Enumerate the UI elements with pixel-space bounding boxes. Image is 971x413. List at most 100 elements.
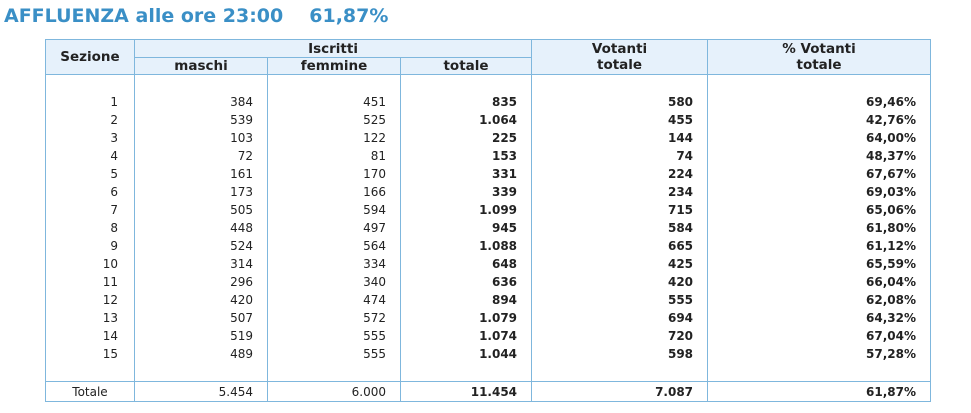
cell-femmine: 474 xyxy=(267,291,401,309)
col-header-totale: totale xyxy=(399,57,533,75)
table-header: Sezione Iscritti Votanti totale % Votant… xyxy=(45,39,932,75)
cell-femmine: 497 xyxy=(267,219,401,237)
cell-pct-votanti: 48,37% xyxy=(707,147,932,165)
cell-votanti: 598 xyxy=(531,345,709,363)
cell-totale: 636 xyxy=(399,273,533,291)
cell-pct-votanti: 69,03% xyxy=(707,183,932,201)
cell-sezione: 3 xyxy=(45,129,135,147)
table-row: 14 519 555 1.074 720 67,04% xyxy=(45,327,932,345)
cell-votanti: 584 xyxy=(531,219,709,237)
table-row: 8 448 497 945 584 61,80% xyxy=(45,219,932,237)
table-row: 1 384 451 835 580 69,46% xyxy=(45,93,932,111)
cell-pct-votanti: 42,76% xyxy=(707,111,932,129)
cell-femmine: 555 xyxy=(267,327,401,345)
cell-votanti: 425 xyxy=(531,255,709,273)
cell-votanti: 224 xyxy=(531,165,709,183)
votanti-header-line2: totale xyxy=(596,57,643,73)
table-row: 6 173 166 339 234 69,03% xyxy=(45,183,932,201)
cell-femmine: 572 xyxy=(267,309,401,327)
cell-femmine: 334 xyxy=(267,255,401,273)
title-text: AFFLUENZA alle ore 23:00 xyxy=(4,5,284,27)
col-header-votanti: Votanti totale xyxy=(531,39,709,75)
cell-maschi: 384 xyxy=(134,93,268,111)
cell-votanti: 234 xyxy=(531,183,709,201)
total-label: Totale xyxy=(45,381,135,402)
cell-totale: 894 xyxy=(399,291,533,309)
cell-maschi: 507 xyxy=(134,309,268,327)
pct-header-line1: % Votanti xyxy=(782,41,856,57)
col-header-femmine: femmine xyxy=(267,57,401,75)
cell-totale: 835 xyxy=(399,93,533,111)
cell-votanti: 420 xyxy=(531,273,709,291)
cell-votanti: 715 xyxy=(531,201,709,219)
spacer-row xyxy=(45,74,932,93)
cell-pct-votanti: 64,32% xyxy=(707,309,932,327)
total-totale: 11.454 xyxy=(399,381,533,402)
cell-maschi: 420 xyxy=(134,291,268,309)
total-votanti: 7.087 xyxy=(531,381,709,402)
cell-sezione: 5 xyxy=(45,165,135,183)
cell-sezione: 11 xyxy=(45,273,135,291)
cell-sezione: 6 xyxy=(45,183,135,201)
cell-votanti: 74 xyxy=(531,147,709,165)
cell-maschi: 489 xyxy=(134,345,268,363)
cell-maschi: 314 xyxy=(134,255,268,273)
cell-sezione: 13 xyxy=(45,309,135,327)
page-title: AFFLUENZA alle ore 23:00 61,87% xyxy=(4,5,388,27)
cell-sezione: 8 xyxy=(45,219,135,237)
cell-maschi: 539 xyxy=(134,111,268,129)
cell-totale: 1.079 xyxy=(399,309,533,327)
table-row: 12 420 474 894 555 62,08% xyxy=(45,291,932,309)
table-body: 1 384 451 835 580 69,46% 2 539 525 1.064 455 42,76%… xyxy=(45,74,932,363)
table-row: 3 103 122 225 144 64,00% xyxy=(45,129,932,147)
cell-femmine: 555 xyxy=(267,345,401,363)
cell-femmine: 122 xyxy=(267,129,401,147)
cell-pct-votanti: 61,12% xyxy=(707,237,932,255)
cell-femmine: 525 xyxy=(267,111,401,129)
cell-votanti: 144 xyxy=(531,129,709,147)
cell-femmine: 564 xyxy=(267,237,401,255)
cell-totale: 648 xyxy=(399,255,533,273)
cell-totale: 1.088 xyxy=(399,237,533,255)
cell-totale: 153 xyxy=(399,147,533,165)
col-header-pct-votanti: % Votanti totale xyxy=(707,39,932,75)
cell-sezione: 4 xyxy=(45,147,135,165)
cell-sezione: 14 xyxy=(45,327,135,345)
turnout-table: Sezione Iscritti Votanti totale % Votant… xyxy=(45,39,932,402)
cell-femmine: 81 xyxy=(267,147,401,165)
cell-pct-votanti: 67,67% xyxy=(707,165,932,183)
title-percent: 61,87% xyxy=(309,5,389,27)
cell-pct-votanti: 65,59% xyxy=(707,255,932,273)
cell-femmine: 451 xyxy=(267,93,401,111)
cell-totale: 1.044 xyxy=(399,345,533,363)
cell-totale: 331 xyxy=(399,165,533,183)
table-footer: Totale 5.454 6.000 11.454 7.087 61,87% xyxy=(45,363,932,402)
table-row: 10 314 334 648 425 65,59% xyxy=(45,255,932,273)
cell-maschi: 173 xyxy=(134,183,268,201)
cell-sezione: 9 xyxy=(45,237,135,255)
total-maschi: 5.454 xyxy=(134,381,268,402)
votanti-header-line1: Votanti xyxy=(591,41,648,57)
cell-votanti: 665 xyxy=(531,237,709,255)
cell-femmine: 166 xyxy=(267,183,401,201)
cell-votanti: 580 xyxy=(531,93,709,111)
cell-maschi: 448 xyxy=(134,219,268,237)
cell-totale: 1.064 xyxy=(399,111,533,129)
cell-sezione: 2 xyxy=(45,111,135,129)
cell-pct-votanti: 66,04% xyxy=(707,273,932,291)
cell-femmine: 170 xyxy=(267,165,401,183)
col-header-iscritti: Iscritti xyxy=(133,39,533,58)
table-row: 2 539 525 1.064 455 42,76% xyxy=(45,111,932,129)
cell-femmine: 340 xyxy=(267,273,401,291)
cell-pct-votanti: 65,06% xyxy=(707,201,932,219)
cell-sezione: 15 xyxy=(45,345,135,363)
cell-pct-votanti: 64,00% xyxy=(707,129,932,147)
cell-votanti: 455 xyxy=(531,111,709,129)
cell-maschi: 72 xyxy=(134,147,268,165)
col-header-maschi: maschi xyxy=(134,57,268,75)
table-row: 9 524 564 1.088 665 61,12% xyxy=(45,237,932,255)
cell-totale: 339 xyxy=(399,183,533,201)
cell-sezione: 10 xyxy=(45,255,135,273)
cell-totale: 225 xyxy=(399,129,533,147)
cell-votanti: 720 xyxy=(531,327,709,345)
